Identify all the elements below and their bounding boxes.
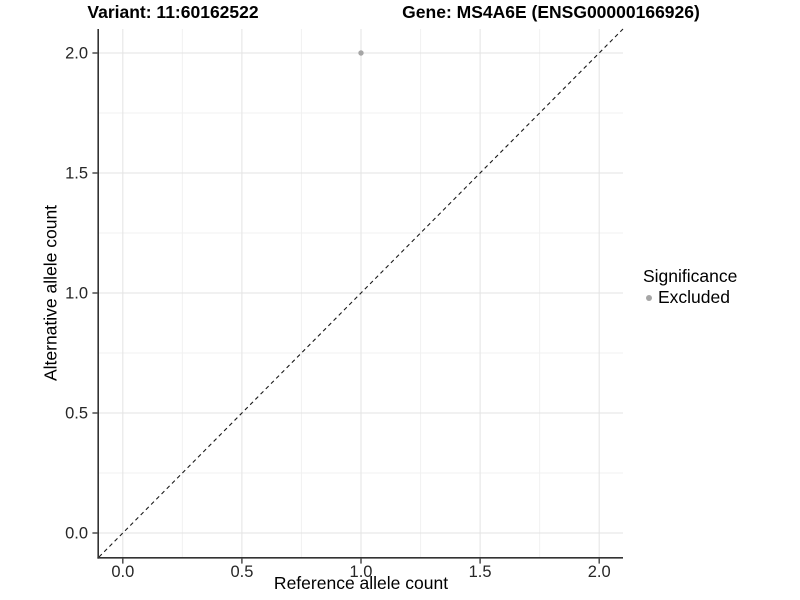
legend: Significance Excluded — [643, 266, 737, 308]
x-tick-label: 1.0 — [350, 563, 373, 581]
x-tick-label: 0.5 — [230, 563, 253, 581]
y-tick-label: 0.5 — [65, 405, 88, 423]
legend-item-label: Excluded — [658, 287, 730, 307]
plot-title-gene: Gene: MS4A6E (ENSG00000166926) — [402, 2, 700, 22]
x-tick-label: 0.0 — [111, 563, 134, 581]
x-axis-title: Reference allele count — [273, 573, 449, 593]
legend-item: Excluded — [643, 287, 737, 308]
legend-point-icon — [646, 294, 652, 301]
y-axis-title: Alternative allele count — [40, 204, 61, 382]
x-tick-label: 1.5 — [469, 563, 492, 581]
identity-dashed-line — [98, 28, 624, 558]
legend-items: Excluded — [643, 287, 737, 308]
y-tick-label: 1.5 — [65, 165, 88, 183]
y-tick-label: 2.0 — [65, 45, 88, 63]
plot-title-variant: Variant: 11:60162522 — [87, 2, 259, 22]
data-point — [358, 50, 364, 56]
x-tick-label: 2.0 — [588, 563, 611, 581]
y-tick-label: 0.0 — [65, 525, 88, 543]
legend-title: Significance — [643, 266, 738, 286]
y-tick-label: 1.0 — [65, 285, 88, 303]
